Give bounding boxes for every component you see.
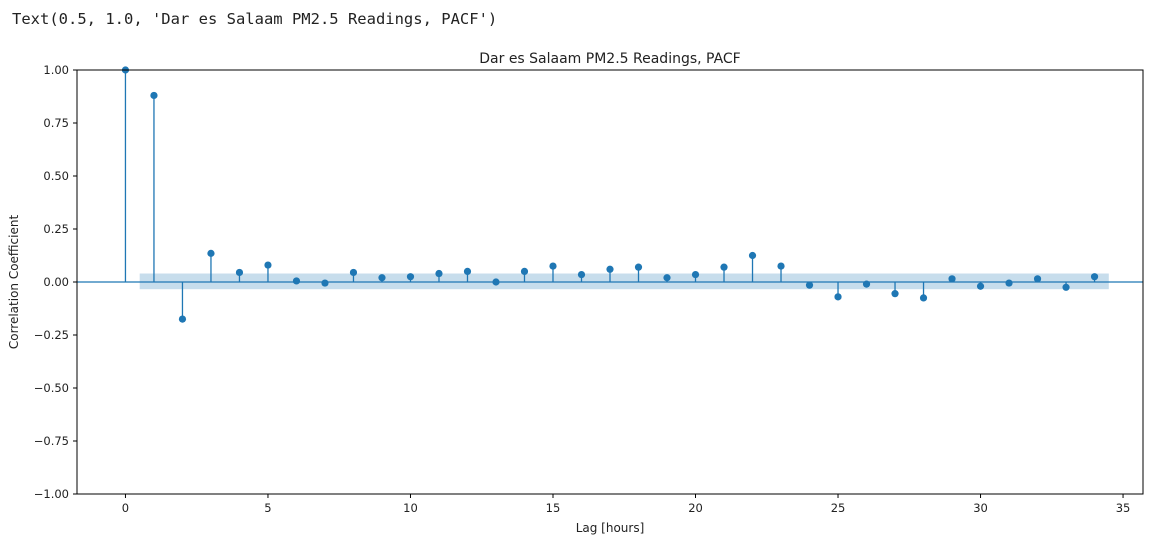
stem-marker: [577, 270, 586, 279]
stem-marker: [606, 265, 614, 273]
stem-marker: [235, 268, 244, 277]
y-tick-label: −0.75: [34, 434, 69, 448]
chart-title: Dar es Salaam PM2.5 Readings, PACF: [479, 51, 741, 67]
x-tick-label: 10: [403, 501, 418, 515]
x-tick-label: 5: [264, 501, 271, 515]
stem-marker: [549, 262, 557, 270]
stems-layer: [121, 66, 1099, 323]
x-tick-label: 0: [122, 501, 129, 515]
stem-marker: [748, 251, 757, 260]
stem-marker: [150, 91, 158, 100]
stem-marker: [406, 273, 415, 281]
stem-marker: [349, 268, 358, 277]
stem-marker: [777, 262, 785, 270]
cell-output-text: Text(0.5, 1.0, 'Dar es Salaam PM2.5 Read…: [12, 10, 498, 28]
y-tick-label: 0.25: [43, 222, 69, 236]
x-ticks: 0 5 10 15 20 25 30 35: [122, 494, 1131, 515]
stem-marker: [691, 270, 700, 279]
stem-marker: [634, 263, 643, 271]
y-tick-label: −1.00: [34, 487, 69, 501]
y-tick-label: 0.00: [43, 275, 69, 289]
stem-marker: [492, 278, 500, 286]
stem-marker: [520, 267, 529, 275]
stem-marker: [976, 282, 985, 290]
stem-marker: [321, 279, 329, 287]
stem-marker: [264, 261, 272, 269]
stem-marker: [1090, 273, 1099, 281]
y-tick-label: −0.50: [34, 381, 69, 395]
stem-marker: [435, 269, 443, 278]
x-tick-label: 30: [973, 501, 988, 515]
y-tick-label: 0.50: [43, 169, 69, 183]
stem-marker: [1005, 279, 1013, 287]
y-tick-label: −0.25: [34, 328, 69, 342]
stem-marker: [805, 281, 814, 289]
y-ticks: −1.00 −0.75 −0.50 −0.25 0.00 0.25 0.50 0.75 1.00: [34, 63, 77, 501]
y-axis-label: Correlation Coefficient: [7, 215, 21, 350]
stem-marker: [862, 280, 871, 288]
stem-marker: [1062, 283, 1070, 291]
stem-marker: [378, 274, 386, 282]
x-tick-label: 20: [688, 501, 703, 515]
stem-marker: [891, 290, 899, 298]
stem-marker: [919, 294, 928, 302]
x-tick-label: 25: [831, 501, 846, 515]
stem-marker: [178, 315, 187, 323]
stem-marker: [948, 275, 956, 283]
stem-marker: [663, 274, 671, 282]
stem-marker: [720, 263, 728, 271]
x-axis-label: Lag [hours]: [576, 521, 645, 535]
stem-marker: [292, 277, 301, 285]
y-tick-label: 1.00: [43, 63, 69, 77]
x-tick-label: 15: [546, 501, 561, 515]
stem-marker: [207, 249, 215, 257]
stem-marker: [834, 293, 842, 301]
stem-marker: [463, 267, 472, 275]
x-tick-label: 35: [1116, 501, 1131, 515]
y-tick-label: 0.75: [43, 116, 69, 130]
stem-marker: [1033, 275, 1042, 283]
